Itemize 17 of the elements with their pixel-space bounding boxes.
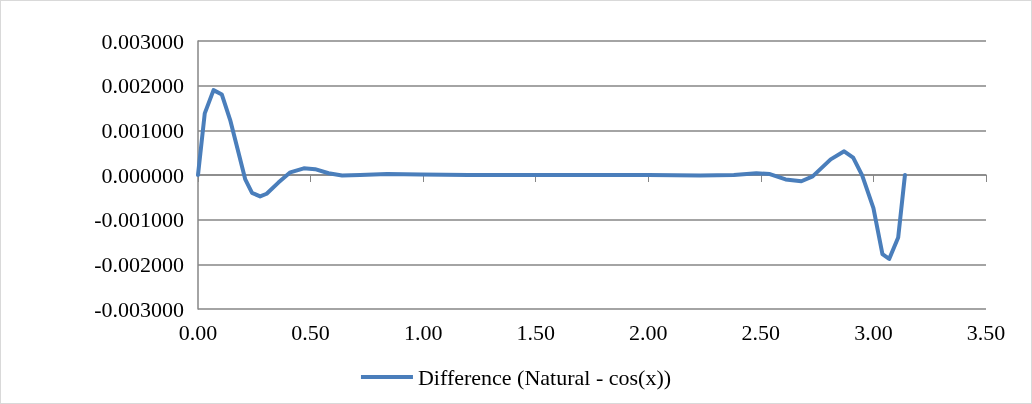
x-tick-label: 0.00 [178, 319, 218, 345]
y-tick-label: 0.002000 [101, 73, 184, 99]
y-tick-label: 0.000000 [101, 162, 184, 188]
y-tick-label: -0.003000 [94, 296, 184, 322]
x-tick-label: 0.50 [291, 319, 330, 345]
y-tick-label: -0.001000 [94, 207, 184, 233]
line-series [196, 88, 907, 261]
x-tick-label: 3.00 [854, 319, 893, 345]
x-tick-label: 1.00 [403, 319, 443, 345]
x-tick-label: 3.50 [966, 319, 1006, 345]
legend-label: Difference (Natural - cos(x)) [417, 364, 672, 390]
x-tick-label: 1.50 [516, 319, 555, 345]
y-tick-label: -0.002000 [94, 251, 184, 277]
x-tick-label: 2.00 [629, 319, 668, 345]
x-tick-label: 2.50 [741, 319, 781, 345]
y-tick-label: 0.001000 [101, 117, 184, 143]
y-tick-label: 0.003000 [101, 28, 184, 54]
